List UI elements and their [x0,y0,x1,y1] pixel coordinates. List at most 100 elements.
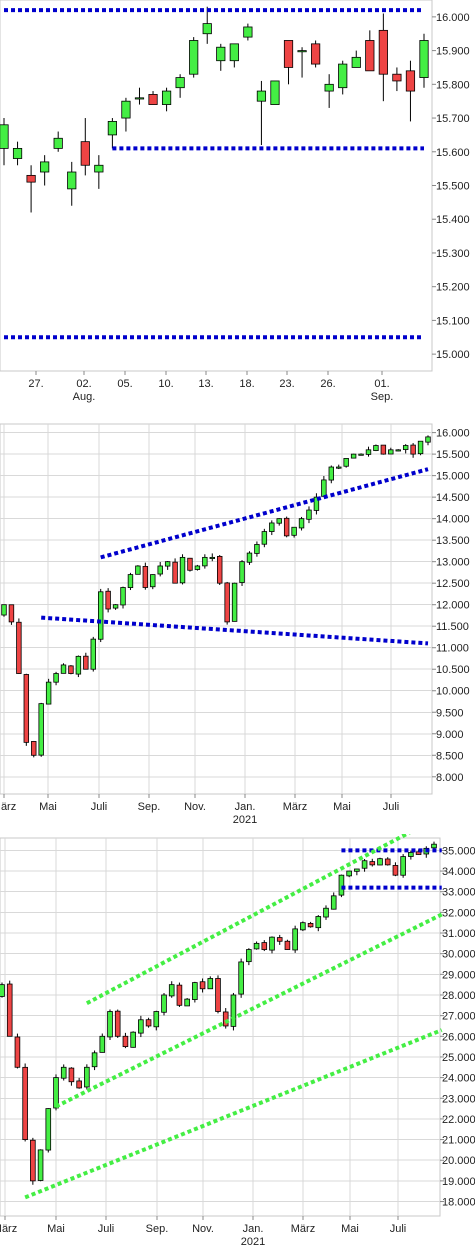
y-tick-label: 14.000 [436,514,470,526]
candle-down [6,983,13,1037]
x-tick-label: März [291,1223,315,1235]
candle-up [194,565,201,570]
candle-up [157,565,163,575]
candle-up [323,907,329,918]
candle-down [215,978,221,1012]
candle-down [283,40,294,68]
candle-up [350,453,357,459]
candle-up [365,449,372,455]
y-tick-label: 15.500 [436,449,470,461]
y-tick-label: 32.000 [442,907,475,919]
channel-line [24,1028,443,1200]
candle-down [261,942,268,950]
candle-down [384,858,391,866]
candle-up [338,63,348,89]
candle-up [164,561,171,567]
candle-up [112,604,119,609]
candle-up [138,1019,144,1034]
candle-up [261,531,268,545]
candle-up [153,1011,160,1028]
y-tick-label: 12.500 [436,578,470,590]
candle-up [419,40,429,78]
candle-down [276,937,283,942]
candle-up [243,26,253,38]
x-tick-label: 05. [117,378,132,390]
candle-down [283,517,290,537]
y-tick-label: 27.000 [442,1011,475,1023]
x-tick-label: 23. [279,378,294,390]
y-tick-label: 15.700 [436,113,470,125]
plot-area [0,837,441,1217]
x-tick-label: Mai [39,801,57,813]
x-tick-label: Jan. [243,1223,264,1235]
candle-up [351,56,361,68]
y-tick-label: 15.300 [436,248,470,260]
chart-3-weekly-candles: 18.000 19.000 20.000 21.000 22.000 23.000 24.0… [0,834,475,1248]
y-tick-label: 29.000 [442,969,475,981]
candle-down [222,1011,229,1027]
y-tick-label: 11.500 [436,621,469,633]
candle-up [38,703,44,756]
candle-down [307,922,314,928]
candle-up [127,574,134,588]
y-tick-label: 14.500 [436,492,470,504]
x-tick-label: 01. [374,378,389,390]
x-tick-label: 18. [239,378,254,390]
candle-up [239,561,245,583]
x-tick-label: Juli [390,1223,407,1235]
candle-up [192,982,198,1000]
candle-up [354,868,360,872]
y-tick-label: 13.500 [436,535,470,547]
candle-down [392,865,399,876]
y-tick-label: 15.500 [436,181,470,193]
candle-up [75,655,82,675]
y-tick-label: 10.000 [436,686,470,698]
channel-line [55,912,443,1109]
candle-down [284,940,291,950]
candle-up [107,1011,113,1038]
candle-down [31,741,37,756]
candle-up [161,90,172,105]
candle-up [179,556,186,584]
candle-up [90,638,96,670]
candle-down [217,555,223,584]
candle-down [8,604,15,623]
candle-up [431,843,437,849]
candle-up [313,496,320,511]
candle-up [209,556,215,559]
x-tick-label: Sep. [138,801,161,813]
x-tick-label: 02. [76,378,91,390]
trend-line [100,467,429,560]
candle-up [328,466,335,481]
y-tick-label: 8.500 [436,750,464,762]
x-tick-label: 13. [198,378,213,390]
candle-up [373,445,379,451]
candle-up [402,445,409,450]
candle-down [172,561,178,584]
candle-up [338,874,345,896]
x-tick-label: März [283,801,307,813]
candle-up [306,509,312,520]
candle-up [60,1066,67,1079]
y-tick-label: 8.000 [436,772,464,784]
candle-up [256,90,267,102]
candle-down [176,984,183,1006]
candle-up [202,556,208,567]
candle-up [336,466,342,469]
chart-2-weekly-candles: 8.000 8.500 9.000 9.500 10.000 10.500 11.000 11… [0,423,470,826]
y-tick-label: 15.400 [436,214,470,226]
candle-up [1,604,7,616]
y-tick-label: 16.000 [436,12,470,24]
candle-down [405,70,416,92]
candle-up [254,544,260,554]
y-tick-label: 13.000 [436,557,470,569]
candle-up [130,1031,136,1048]
x-tick-sublabel: Sep. [371,391,394,403]
candle-up [107,121,117,136]
candle-up [321,479,327,497]
candle-down [114,1010,121,1037]
candle-up [343,458,349,467]
x-tick-label: Nov. [192,1223,214,1235]
candle-up [175,77,185,89]
candle-down [410,444,416,455]
